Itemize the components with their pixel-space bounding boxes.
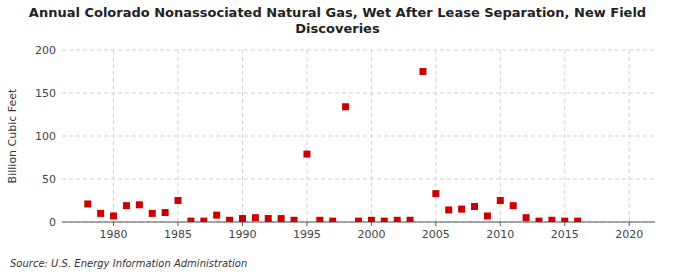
point — [239, 215, 246, 222]
x-tick-label: 2005 — [422, 228, 450, 241]
grid-line-x — [564, 50, 565, 222]
point — [445, 206, 452, 213]
point — [458, 206, 465, 213]
grid-line-y — [62, 50, 655, 51]
x-tick-label: 1995 — [293, 228, 321, 241]
y-tick-label: 50 — [42, 173, 56, 186]
x-tick-label: 1990 — [228, 228, 256, 241]
grid-line-y — [62, 93, 655, 94]
points — [84, 68, 581, 222]
x-tick — [242, 222, 243, 226]
grid-line-y — [62, 179, 655, 180]
point — [523, 214, 530, 221]
point — [419, 68, 426, 75]
grid — [62, 50, 655, 222]
point — [213, 212, 220, 219]
grid-line-x — [629, 50, 630, 222]
x-tick-label: 2000 — [357, 228, 385, 241]
title: Annual Colorado Nonassociated Natural Ga… — [29, 5, 646, 36]
point — [226, 217, 233, 222]
point — [265, 215, 272, 222]
point — [535, 218, 542, 222]
point — [381, 218, 388, 222]
point — [136, 201, 143, 208]
point — [510, 202, 517, 209]
point — [97, 210, 104, 217]
point — [162, 209, 169, 216]
point — [394, 217, 401, 222]
x-tick-label: 2020 — [615, 228, 643, 241]
x-tick — [564, 222, 565, 226]
grid-line-x — [242, 50, 243, 222]
grid-line-x — [371, 50, 372, 222]
y-tick-label: 0 — [49, 216, 56, 229]
x-tick-label: 1985 — [164, 228, 192, 241]
x-tick — [113, 222, 114, 226]
x-tick-label: 2015 — [551, 228, 579, 241]
point — [407, 217, 414, 222]
x-tick — [435, 222, 436, 226]
x-tick — [500, 222, 501, 226]
point — [278, 215, 285, 222]
point — [368, 217, 375, 222]
point — [110, 212, 117, 219]
x-tick — [306, 222, 307, 226]
point — [561, 218, 568, 222]
x-tick — [629, 222, 630, 226]
point — [200, 218, 207, 222]
point — [342, 103, 349, 110]
grid-line-y — [62, 136, 655, 137]
y-tick-label: 200 — [35, 44, 56, 57]
annotation: Source: U.S. Energy Information Administ… — [10, 258, 247, 269]
point — [484, 212, 491, 219]
point — [84, 200, 91, 207]
point — [175, 197, 182, 204]
chart: Annual Colorado Nonassociated Natural Ga… — [0, 0, 675, 275]
y-tick-label: 100 — [35, 130, 56, 143]
title-line: Discoveries — [295, 21, 380, 36]
x-tick — [371, 222, 372, 226]
x-tick-label: 1980 — [100, 228, 128, 241]
title-line: Annual Colorado Nonassociated Natural Ga… — [29, 5, 646, 20]
x-axis: 1980 1985 1990 1995 2000 2005 2010 2015 2020 — [100, 222, 644, 241]
grid-line-x — [113, 50, 114, 222]
point — [187, 218, 194, 222]
point — [548, 217, 555, 222]
y-axis: 0 50 100 150 200 — [35, 44, 56, 229]
y-tick-label: 150 — [35, 87, 56, 100]
x-tick — [178, 222, 179, 226]
point — [123, 202, 130, 209]
point — [149, 210, 156, 217]
grid-line-x — [178, 50, 179, 222]
point — [252, 214, 259, 221]
x-tick-label: 2010 — [486, 228, 514, 241]
point — [329, 218, 336, 222]
point — [316, 217, 323, 222]
point — [303, 151, 310, 158]
point — [432, 190, 439, 197]
point — [471, 203, 478, 210]
grid-line-x — [500, 50, 501, 222]
point — [291, 217, 298, 222]
y-axis-label: Billion Cubic Feet — [6, 88, 19, 183]
grid-line-x — [306, 50, 307, 222]
point — [574, 218, 581, 222]
point — [497, 197, 504, 204]
point — [355, 218, 362, 222]
